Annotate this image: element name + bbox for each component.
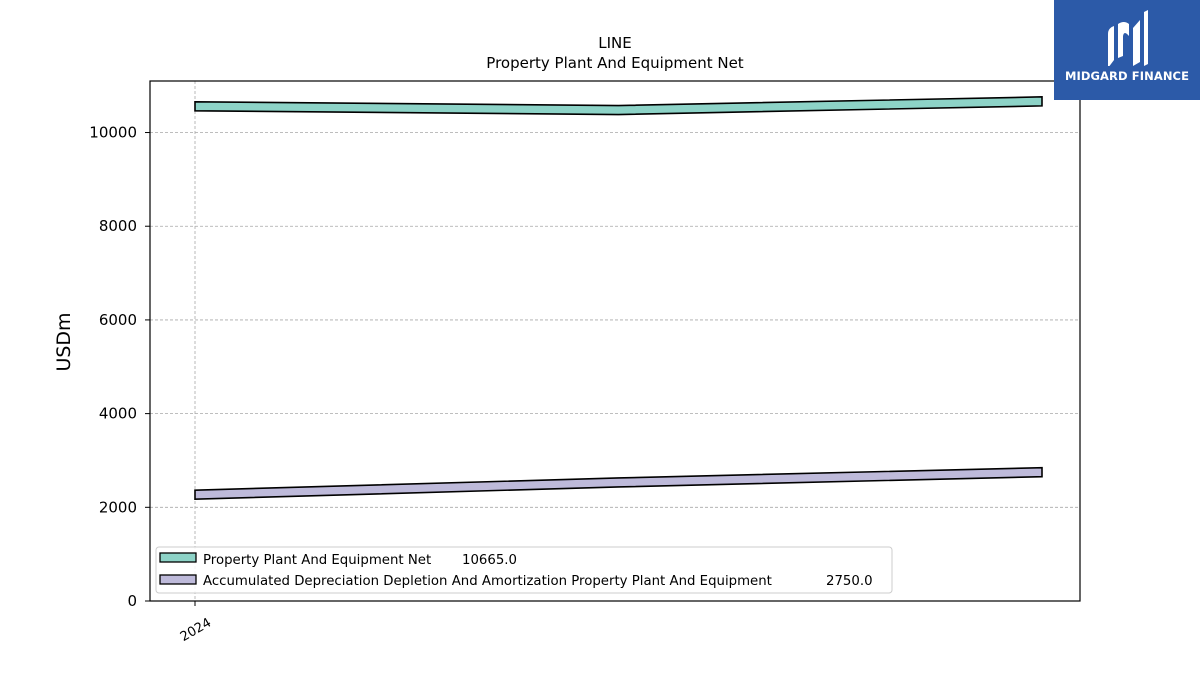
legend-entry-0-value: 10665.0	[462, 553, 517, 568]
y-tick-label-1: 2000	[99, 498, 137, 516]
legend-entry-1-name: Accumulated Depreciation Depletion And A…	[203, 574, 772, 589]
series-line-0	[194, 96, 1043, 116]
plot-frame	[149, 80, 1081, 602]
y-tick-label-5: 10000	[89, 124, 137, 142]
legend: Property Plant And Equipment Net 10665.0…	[155, 546, 893, 594]
legend-swatch-0	[159, 552, 197, 563]
legend-frame	[155, 546, 893, 594]
midgard-logo-icon	[1108, 10, 1148, 66]
y-tick-label-3: 6000	[99, 311, 137, 329]
y-tick-label-4: 8000	[99, 217, 137, 235]
legend-entry-0-name: Property Plant And Equipment Net	[203, 553, 431, 568]
y-axis-label: USDm	[53, 312, 75, 371]
chart-title: LINE	[598, 34, 631, 52]
legend-swatch-1	[159, 574, 197, 585]
chart-subtitle: Property Plant And Equipment Net	[486, 54, 743, 72]
brand-logo: MIDGARD FINANCE	[1054, 0, 1200, 100]
series-line-1	[194, 466, 1043, 500]
y-tick-label-2: 4000	[99, 405, 137, 423]
legend-entry-1-value: 2750.0	[826, 574, 873, 589]
y-tick-label-0: 0	[127, 592, 137, 610]
brand-name: MIDGARD FINANCE	[1064, 69, 1190, 83]
grid-lines	[150, 81, 1080, 601]
series-layer	[194, 96, 1043, 500]
x-tick-label-0: 2024	[178, 615, 214, 645]
